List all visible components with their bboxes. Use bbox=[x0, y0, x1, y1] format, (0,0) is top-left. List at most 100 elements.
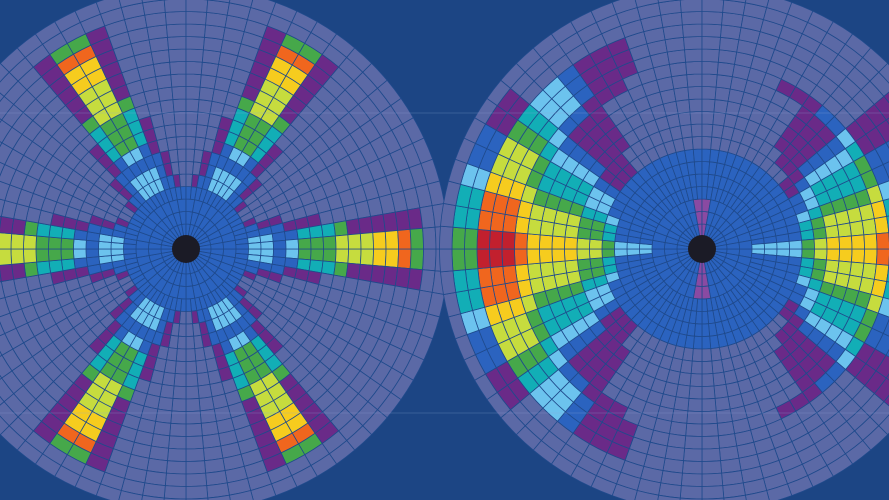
polar-cell bbox=[155, 408, 173, 424]
polar-cell bbox=[850, 248, 865, 264]
polar-cell bbox=[0, 232, 13, 250]
polar-cell bbox=[175, 136, 187, 150]
polar-cell bbox=[552, 260, 568, 276]
polar-cell bbox=[589, 257, 604, 270]
polar-cell bbox=[164, 472, 187, 487]
polar-cell bbox=[185, 460, 207, 475]
polar-cell bbox=[838, 235, 853, 250]
polar-cell bbox=[171, 86, 187, 101]
polar-cell bbox=[601, 256, 617, 267]
polar-cell bbox=[701, 123, 714, 138]
polar-cell bbox=[673, 396, 690, 412]
polar-cell bbox=[680, 11, 703, 26]
polar-cell bbox=[168, 435, 187, 450]
polar-cell bbox=[185, 86, 201, 101]
polar-cell bbox=[539, 234, 554, 250]
polar-cell bbox=[177, 161, 187, 175]
polar-cell bbox=[701, 435, 720, 450]
polar-cell bbox=[701, 36, 721, 51]
polar-cell bbox=[684, 435, 703, 450]
polar-cell bbox=[577, 258, 592, 272]
polar-cell bbox=[422, 226, 437, 250]
polar-cell bbox=[826, 248, 840, 262]
polar-cell bbox=[685, 61, 703, 76]
polar-cell bbox=[334, 234, 349, 250]
polar-cell bbox=[683, 36, 703, 51]
polar-cell bbox=[527, 262, 543, 280]
polar-cell bbox=[875, 248, 889, 266]
polar-cell bbox=[48, 248, 62, 262]
polar-cell bbox=[861, 262, 877, 280]
polar-cell bbox=[451, 248, 466, 272]
polar-cell bbox=[168, 148, 179, 164]
polar-cell bbox=[679, 485, 703, 500]
polar-cell bbox=[689, 373, 703, 387]
polar-cell bbox=[838, 248, 853, 263]
polar-cell bbox=[168, 48, 187, 63]
polar-cell bbox=[788, 239, 803, 250]
polar-cell bbox=[194, 347, 207, 362]
polar-cell bbox=[564, 248, 578, 262]
polar-cell bbox=[175, 348, 187, 362]
polar-cell bbox=[297, 237, 312, 250]
polar-cell bbox=[176, 148, 187, 163]
polar-cell bbox=[36, 260, 52, 276]
polar-cell bbox=[185, 11, 208, 26]
polar-cell bbox=[169, 61, 187, 76]
polar-cell bbox=[0, 248, 13, 266]
polar-cell bbox=[141, 0, 165, 4]
polar-cell bbox=[701, 0, 725, 13]
polar-cell bbox=[501, 231, 516, 250]
polar-cell bbox=[0, 374, 3, 380]
polar-cell bbox=[693, 161, 703, 175]
polar-cell bbox=[185, 123, 198, 138]
polar-cell bbox=[701, 136, 713, 150]
polar-cell bbox=[776, 240, 790, 250]
polar-cell bbox=[185, 485, 209, 500]
polar-cell bbox=[701, 422, 719, 437]
polar-cell bbox=[885, 140, 889, 149]
polar-cell bbox=[875, 232, 889, 250]
polar-cell bbox=[185, 23, 207, 38]
polar-cell bbox=[489, 248, 504, 268]
polar-cell bbox=[861, 218, 877, 236]
polar-cell bbox=[885, 117, 889, 125]
polar-cell bbox=[751, 243, 765, 250]
polar-cell bbox=[174, 360, 187, 375]
polar-cell bbox=[668, 61, 688, 78]
polar-cell bbox=[701, 348, 713, 362]
polar-cell bbox=[174, 123, 187, 138]
polar-cell bbox=[850, 234, 865, 250]
polar-cell bbox=[690, 123, 703, 138]
polar-cell bbox=[689, 111, 703, 125]
polar-cell bbox=[863, 233, 878, 250]
polar-cell bbox=[409, 227, 424, 250]
polar-cell bbox=[539, 261, 555, 278]
polar-cell bbox=[73, 248, 87, 260]
polar-cell bbox=[200, 420, 220, 437]
polar-cell bbox=[440, 270, 457, 296]
polar-cell bbox=[308, 224, 324, 239]
polar-cell bbox=[476, 228, 491, 250]
polar-cell bbox=[824, 224, 840, 239]
polar-cell bbox=[260, 240, 274, 250]
polar-cell bbox=[271, 231, 287, 242]
polar-cell bbox=[161, 111, 176, 127]
polar-cell bbox=[357, 263, 374, 283]
polar-cell bbox=[440, 202, 457, 228]
polar-cell bbox=[347, 233, 362, 250]
polar-cell bbox=[692, 148, 703, 163]
polar-cell bbox=[681, 136, 694, 151]
polar-cell bbox=[35, 235, 50, 250]
polar-cell bbox=[247, 242, 262, 250]
polar-cell bbox=[409, 248, 424, 271]
polar-cell bbox=[514, 215, 531, 235]
polar-cell bbox=[23, 261, 39, 278]
polar-cell bbox=[836, 222, 852, 238]
polar-cell bbox=[701, 298, 708, 312]
polar-cell bbox=[310, 248, 324, 262]
polar-cell bbox=[359, 232, 374, 250]
polar-cell bbox=[152, 420, 172, 437]
polar-cell bbox=[333, 261, 349, 278]
polar-cell bbox=[235, 243, 249, 250]
